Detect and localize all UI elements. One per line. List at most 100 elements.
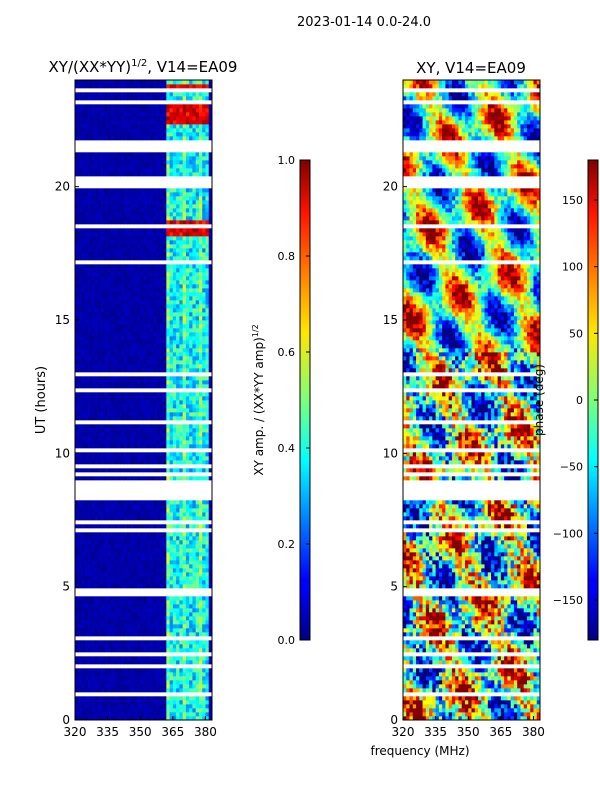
heatmap-cell	[182, 312, 187, 317]
heatmap-cell	[78, 708, 82, 713]
heatmap-cell	[97, 584, 102, 589]
heatmap-cell	[189, 400, 193, 405]
heatmap-cell	[202, 552, 206, 557]
heatmap-cell	[150, 500, 154, 505]
heatmap-cell	[104, 284, 108, 289]
heatmap-cell	[127, 416, 131, 421]
heatmap-cell	[84, 648, 89, 653]
heatmap-cell	[107, 476, 112, 481]
heatmap-cell	[120, 212, 125, 217]
heatmap-row	[75, 344, 213, 349]
heatmap-cell	[133, 352, 138, 357]
heatmap-cell	[114, 680, 118, 685]
heatmap-cell	[140, 348, 144, 353]
heatmap-cell	[163, 444, 167, 449]
heatmap-cell	[78, 468, 82, 473]
heatmap-cell	[150, 220, 154, 225]
heatmap-cell	[117, 232, 122, 237]
heatmap-cell	[140, 656, 144, 661]
heatmap-cell	[110, 656, 115, 661]
heatmap-cell	[192, 600, 197, 605]
heatmap-cell	[182, 584, 187, 589]
heatmap-cell	[163, 432, 167, 437]
heatmap-cell	[136, 444, 141, 449]
heatmap-cell	[179, 512, 183, 517]
heatmap-cell	[163, 628, 167, 633]
heatmap-cell	[146, 404, 151, 409]
heatmap-cell	[205, 364, 210, 369]
heatmap-cell	[159, 380, 164, 385]
heatmap-cell	[88, 704, 92, 709]
heatmap-cell	[205, 280, 210, 285]
heatmap-cell	[159, 512, 164, 517]
heatmap-cell	[75, 288, 79, 293]
heatmap-cell	[163, 308, 167, 313]
heatmap-cell	[143, 648, 148, 653]
heatmap-cell	[107, 392, 112, 397]
heatmap-cell	[185, 340, 190, 345]
heatmap-cell	[150, 704, 154, 709]
heatmap-cell	[159, 240, 164, 245]
heatmap-cell	[107, 516, 112, 521]
heatmap-cell	[202, 716, 206, 721]
heatmap-cell	[75, 564, 79, 569]
heatmap-cell	[159, 680, 164, 685]
heatmap-cell	[127, 408, 131, 413]
heatmap-cell	[195, 304, 200, 309]
heatmap-cell	[169, 660, 174, 665]
heatmap-cell	[104, 232, 108, 237]
heatmap-cell	[185, 704, 190, 709]
heatmap-cell	[91, 212, 95, 217]
heatmap-cell	[169, 632, 174, 637]
heatmap-cell	[140, 532, 144, 537]
heatmap-cell	[104, 512, 108, 517]
heatmap-cell	[176, 380, 180, 385]
heatmap-cell	[114, 244, 118, 249]
heatmap-cell	[120, 468, 125, 473]
heatmap-cell	[176, 668, 180, 673]
heatmap-cell	[150, 328, 154, 333]
heatmap-cell	[153, 572, 157, 577]
heatmap-cell	[114, 512, 118, 517]
heatmap-cell	[143, 384, 148, 389]
heatmap-cell	[208, 412, 213, 417]
heatmap-row	[75, 396, 213, 401]
heatmap-cell	[185, 700, 190, 705]
heatmap-cell	[101, 668, 105, 673]
heatmap-cell	[143, 688, 148, 693]
heatmap-cell	[192, 572, 197, 577]
heatmap-cell	[110, 704, 115, 709]
heatmap-cell	[208, 632, 213, 637]
heatmap-cell	[110, 576, 115, 581]
heatmap-cell	[110, 228, 115, 233]
heatmap-cell	[84, 584, 89, 589]
heatmap-cell	[143, 324, 148, 329]
heatmap-cell	[130, 564, 135, 569]
heatmap-cell	[81, 204, 86, 209]
heatmap-cell	[117, 308, 122, 313]
heatmap-row	[75, 696, 213, 701]
heatmap-cell	[123, 272, 128, 277]
heatmap-cell	[146, 220, 151, 225]
heatmap-cell	[179, 220, 183, 225]
heatmap-cell	[81, 208, 86, 213]
heatmap-cell	[150, 244, 154, 249]
heatmap-cell	[75, 696, 79, 701]
heatmap-cell	[84, 516, 89, 521]
heatmap-cell	[91, 336, 95, 341]
heatmap-cell	[114, 160, 118, 165]
heatmap-cell	[84, 300, 89, 305]
heatmap-cell	[97, 576, 102, 581]
heatmap-cell	[153, 412, 157, 417]
heatmap-cell	[97, 572, 102, 577]
heatmap-cell	[146, 316, 151, 321]
heatmap-cell	[140, 700, 144, 705]
heatmap-cell	[133, 356, 138, 361]
heatmap-cell	[91, 408, 95, 413]
heatmap-cell	[143, 172, 148, 177]
heatmap-cell	[117, 416, 122, 421]
heatmap-cell	[163, 216, 167, 221]
heatmap-cell	[114, 660, 118, 665]
heatmap-cell	[192, 312, 197, 317]
heatmap-cell	[202, 712, 206, 717]
